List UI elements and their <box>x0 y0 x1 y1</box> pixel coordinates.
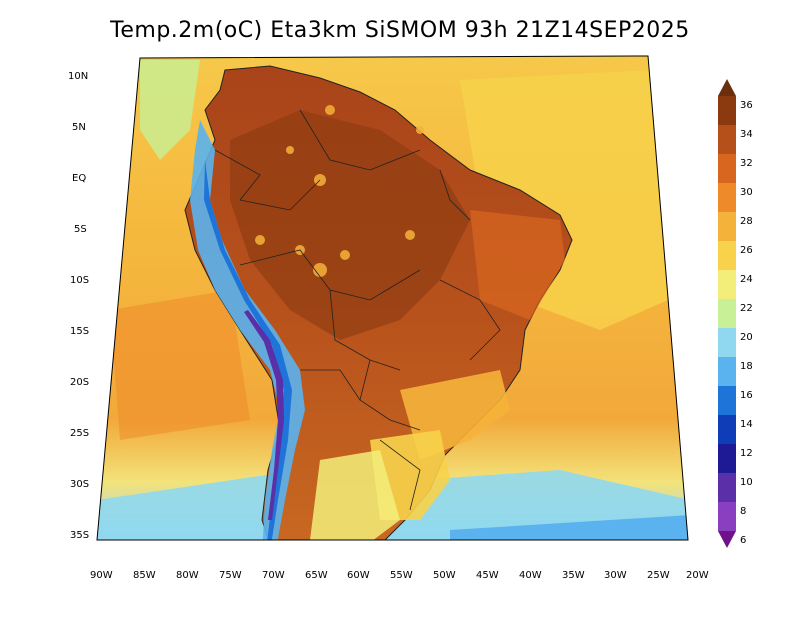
lon-label: 45W <box>476 570 499 581</box>
longitude-axis: 90W 85W 80W 75W 70W 65W 60W 55W 50W 45W … <box>90 570 709 581</box>
lon-label: 30W <box>604 570 627 581</box>
pacific-orange-patch <box>110 290 250 440</box>
lon-label: 60W <box>347 570 370 581</box>
colorbar-segment <box>718 357 736 386</box>
country-borders <box>214 109 501 511</box>
colorbar-top-arrow <box>718 79 736 96</box>
colorbar-label: 6 <box>740 535 746 546</box>
colorbar-bottom-arrow <box>718 531 736 548</box>
colorbar-segment <box>718 299 736 328</box>
lat-label: 30S <box>70 479 89 490</box>
colorbar-segment <box>718 473 736 502</box>
colorbar-label: 18 <box>740 361 753 372</box>
lon-label: 20W <box>686 570 709 581</box>
lat-label: 35S <box>70 530 89 541</box>
colorbar-label: 26 <box>740 245 753 256</box>
colorbar-label: 24 <box>740 274 753 285</box>
lat-label: 5N <box>72 122 86 133</box>
colorbar-label: 16 <box>740 390 753 401</box>
colorbar-segment <box>718 328 736 357</box>
lat-label: 20S <box>70 377 89 388</box>
lat-label: 15S <box>70 326 89 337</box>
amazon-hot-zone <box>230 110 470 340</box>
colorbar-label: 12 <box>740 448 753 459</box>
colorbar-segment <box>718 270 736 299</box>
colorbar-segment <box>718 386 736 415</box>
lon-label: 85W <box>133 570 156 581</box>
colorbar-label: 36 <box>740 100 753 111</box>
colorbar: 36 34 32 30 28 26 24 22 20 18 16 14 12 10 8 6 <box>718 79 753 548</box>
andes-high-peaks <box>204 160 292 540</box>
colorbar-segment <box>718 125 736 154</box>
lon-label: 90W <box>90 570 113 581</box>
lat-label: 5S <box>74 224 87 235</box>
colorbar-segment <box>718 241 736 270</box>
lon-label: 70W <box>262 570 285 581</box>
colorbar-label: 14 <box>740 419 753 430</box>
colorbar-label: 28 <box>740 216 753 227</box>
colorbar-segment <box>718 96 736 125</box>
northeast-warm-zone <box>470 210 565 320</box>
colorbar-segment <box>718 415 736 444</box>
latitude-axis: 10N 5N EQ 5S 10S 15S 20S 25S 30S 35S <box>68 71 89 541</box>
colorbar-segment <box>718 183 736 212</box>
lon-label: 50W <box>433 570 456 581</box>
colorbar-segment <box>718 502 736 531</box>
colorbar-label: 30 <box>740 187 753 198</box>
lon-label: 65W <box>305 570 328 581</box>
lon-label: 25W <box>647 570 670 581</box>
pampa-zone <box>310 450 400 540</box>
lon-label: 55W <box>390 570 413 581</box>
map-title: Temp.2m(oC) Eta3km SiSMOM 93h 21Z14SEP20… <box>110 18 690 43</box>
lon-label: 75W <box>219 570 242 581</box>
colorbar-segment <box>718 212 736 241</box>
colorbar-segment <box>718 444 736 473</box>
colorbar-label: 10 <box>740 477 753 488</box>
lon-label: 80W <box>176 570 199 581</box>
lat-label: EQ <box>72 173 86 184</box>
colorbar-label: 22 <box>740 303 753 314</box>
colorbar-label: 32 <box>740 158 753 169</box>
colorbar-label: 34 <box>740 129 753 140</box>
lat-label: 25S <box>70 428 89 439</box>
map-frame <box>96 55 689 541</box>
andes-coldest-core <box>244 310 284 520</box>
lat-label: 10N <box>68 71 88 82</box>
southern-cold-strip <box>450 515 688 540</box>
lon-label: 35W <box>562 570 585 581</box>
colorbar-label: 8 <box>740 506 746 517</box>
colorbar-segment <box>718 154 736 183</box>
colorbar-label: 20 <box>740 332 753 343</box>
pacific-cool-band <box>140 60 200 160</box>
lat-label: 10S <box>70 275 89 286</box>
lon-label: 40W <box>519 570 542 581</box>
